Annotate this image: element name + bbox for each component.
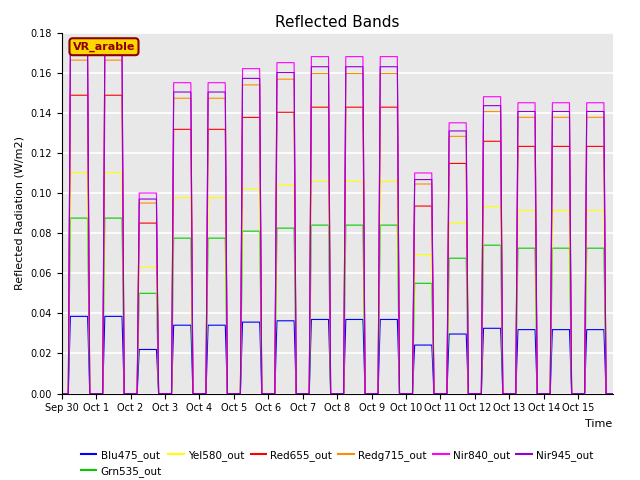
Nir840_out: [358, 54, 365, 60]
Grn535_out: [172, 235, 180, 241]
Redg715_out: [515, 114, 523, 120]
Yel580_out: [358, 179, 365, 184]
Nir945_out: [387, 64, 395, 70]
X-axis label: Time: Time: [585, 419, 612, 429]
Blu475_out: [172, 323, 180, 328]
Redg715_out: [488, 108, 496, 114]
Blu475_out: [530, 327, 538, 333]
Yel580_out: [530, 207, 538, 213]
Blu475_out: [488, 325, 496, 331]
Nir840_out: [172, 80, 180, 85]
Line: Nir840_out: Nir840_out: [62, 43, 612, 394]
Red655_out: [609, 391, 616, 396]
Grn535_out: [67, 215, 74, 221]
Line: Redg715_out: Redg715_out: [62, 60, 612, 394]
Red655_out: [358, 104, 365, 110]
Redg715_out: [58, 391, 66, 396]
Text: VR_arable: VR_arable: [73, 42, 135, 52]
Grn535_out: [387, 222, 395, 228]
Line: Nir945_out: Nir945_out: [62, 53, 612, 394]
Yel580_out: [172, 195, 180, 201]
Yel580_out: [609, 391, 616, 396]
Grn535_out: [358, 222, 365, 228]
Blu475_out: [67, 313, 74, 319]
Nir840_out: [609, 391, 616, 396]
Nir840_out: [515, 100, 523, 106]
Line: Red655_out: Red655_out: [62, 95, 612, 394]
Red655_out: [67, 92, 74, 98]
Line: Yel580_out: Yel580_out: [62, 172, 612, 394]
Redg715_out: [609, 391, 616, 396]
Redg715_out: [387, 71, 395, 76]
Grn535_out: [530, 245, 538, 251]
Yel580_out: [387, 179, 395, 184]
Red655_out: [488, 138, 496, 144]
Yel580_out: [488, 204, 496, 209]
Nir945_out: [609, 391, 616, 396]
Legend: Blu475_out, Grn535_out, Yel580_out, Red655_out, Redg715_out, Nir840_out, Nir945_: Blu475_out, Grn535_out, Yel580_out, Red6…: [77, 446, 598, 480]
Red655_out: [515, 144, 523, 149]
Nir945_out: [58, 391, 66, 396]
Nir945_out: [172, 89, 180, 95]
Nir840_out: [67, 40, 74, 46]
Redg715_out: [530, 114, 538, 120]
Nir945_out: [358, 64, 365, 70]
Grn535_out: [58, 391, 66, 396]
Nir840_out: [58, 391, 66, 396]
Blu475_out: [387, 317, 395, 323]
Title: Reflected Bands: Reflected Bands: [275, 15, 399, 30]
Yel580_out: [515, 207, 523, 213]
Redg715_out: [358, 71, 365, 76]
Nir945_out: [488, 103, 496, 108]
Red655_out: [58, 391, 66, 396]
Blu475_out: [358, 317, 365, 323]
Grn535_out: [515, 245, 523, 251]
Blu475_out: [515, 327, 523, 333]
Nir945_out: [530, 108, 538, 114]
Y-axis label: Reflected Radiation (W/m2): Reflected Radiation (W/m2): [15, 136, 25, 290]
Line: Grn535_out: Grn535_out: [62, 218, 612, 394]
Yel580_out: [58, 391, 66, 396]
Nir840_out: [387, 54, 395, 60]
Line: Blu475_out: Blu475_out: [62, 316, 612, 394]
Redg715_out: [172, 96, 180, 101]
Red655_out: [530, 144, 538, 149]
Yel580_out: [67, 169, 74, 175]
Nir945_out: [67, 50, 74, 56]
Nir945_out: [515, 108, 523, 114]
Nir840_out: [530, 100, 538, 106]
Redg715_out: [67, 57, 74, 63]
Red655_out: [172, 126, 180, 132]
Red655_out: [387, 104, 395, 110]
Grn535_out: [488, 242, 496, 248]
Nir840_out: [488, 94, 496, 100]
Blu475_out: [58, 391, 66, 396]
Grn535_out: [609, 391, 616, 396]
Blu475_out: [609, 391, 616, 396]
